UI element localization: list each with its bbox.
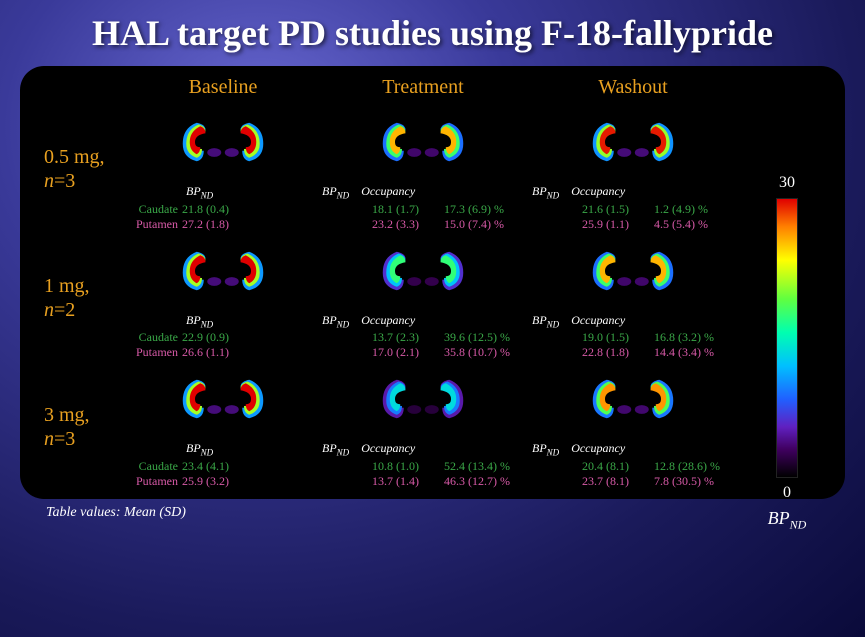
putamen-values: 13.7 (1.4)46.3 (12.7) % xyxy=(318,474,510,489)
putamen-values: Putamen25.9 (3.2) xyxy=(128,474,254,489)
caudate-values: 10.8 (1.0)52.4 (13.4) % xyxy=(318,459,510,474)
putamen-values: Putamen26.6 (1.1) xyxy=(128,345,254,360)
scan-grid: BaselineTreatmentWashout 0.5 mg, n=3 BPN… xyxy=(38,76,827,489)
col-header-0: Baseline xyxy=(128,76,318,103)
brain-scan-icon xyxy=(363,107,483,177)
cell-2-2: BPND Occupancy 20.4 (8.1)12.8 (28.6) % 2… xyxy=(528,364,738,489)
colorbar-label: BPND xyxy=(757,508,817,533)
putamen-values: Putamen27.2 (1.8) xyxy=(128,217,254,232)
caudate-values: Caudate22.9 (0.9) xyxy=(128,330,254,345)
col-header-2: Washout xyxy=(528,76,738,103)
putamen-values: 25.9 (1.1)4.5 (5.4) % xyxy=(528,217,708,232)
caudate-values: Caudate23.4 (4.1) xyxy=(128,459,254,474)
footnote: Table values: Mean (SD) xyxy=(46,505,865,521)
putamen-values: 17.0 (2.1)35.8 (10.7) % xyxy=(318,345,510,360)
row-label-2: 3 mg, n=3 xyxy=(38,364,128,489)
cell-0-1: BPND Occupancy 18.1 (1.7)17.3 (6.9) % 23… xyxy=(318,107,528,232)
colorbar-max: 30 xyxy=(757,174,817,192)
cell-0-2: BPND Occupancy 21.6 (1.5)1.2 (4.9) % 25.… xyxy=(528,107,738,232)
brain-scan-icon xyxy=(363,364,483,434)
cell-2-1: BPND Occupancy 10.8 (1.0)52.4 (13.4) % 1… xyxy=(318,364,528,489)
putamen-values: 23.2 (3.3)15.0 (7.4) % xyxy=(318,217,504,232)
brain-scan-icon xyxy=(163,107,283,177)
brain-scan-icon xyxy=(573,236,693,306)
cell-2-0: BPND Caudate23.4 (4.1) Putamen25.9 (3.2) xyxy=(128,364,318,489)
brain-scan-icon xyxy=(573,107,693,177)
brain-scan-icon xyxy=(163,236,283,306)
caudate-values: 20.4 (8.1)12.8 (28.6) % xyxy=(528,459,720,474)
caudate-values: 13.7 (2.3)39.6 (12.5) % xyxy=(318,330,510,345)
caudate-values: Caudate21.8 (0.4) xyxy=(128,202,254,217)
caudate-values: 21.6 (1.5)1.2 (4.9) % xyxy=(528,202,708,217)
colorbar-min: 0 xyxy=(757,484,817,502)
caudate-values: 18.1 (1.7)17.3 (6.9) % xyxy=(318,202,504,217)
colorbar: 30 0 BPND xyxy=(757,174,817,533)
cell-1-2: BPND Occupancy 19.0 (1.5)16.8 (3.2) % 22… xyxy=(528,236,738,361)
col-header-1: Treatment xyxy=(318,76,528,103)
brain-scan-icon xyxy=(163,364,283,434)
row-label-1: 1 mg, n=2 xyxy=(38,236,128,361)
brain-scan-icon xyxy=(573,364,693,434)
putamen-values: 22.8 (1.8)14.4 (3.4) % xyxy=(528,345,714,360)
colorbar-gradient xyxy=(776,198,798,478)
cell-1-0: BPND Caudate22.9 (0.9) Putamen26.6 (1.1) xyxy=(128,236,318,361)
putamen-values: 23.7 (8.1)7.8 (30.5) % xyxy=(528,474,720,489)
cell-1-1: BPND Occupancy 13.7 (2.3)39.6 (12.5) % 1… xyxy=(318,236,528,361)
cell-0-0: BPND Caudate21.8 (0.4) Putamen27.2 (1.8) xyxy=(128,107,318,232)
row-label-0: 0.5 mg, n=3 xyxy=(38,107,128,232)
data-panel: BaselineTreatmentWashout 0.5 mg, n=3 BPN… xyxy=(20,66,845,499)
brain-scan-icon xyxy=(363,236,483,306)
caudate-values: 19.0 (1.5)16.8 (3.2) % xyxy=(528,330,714,345)
page-title: HAL target PD studies using F-18-fallypr… xyxy=(0,0,865,62)
